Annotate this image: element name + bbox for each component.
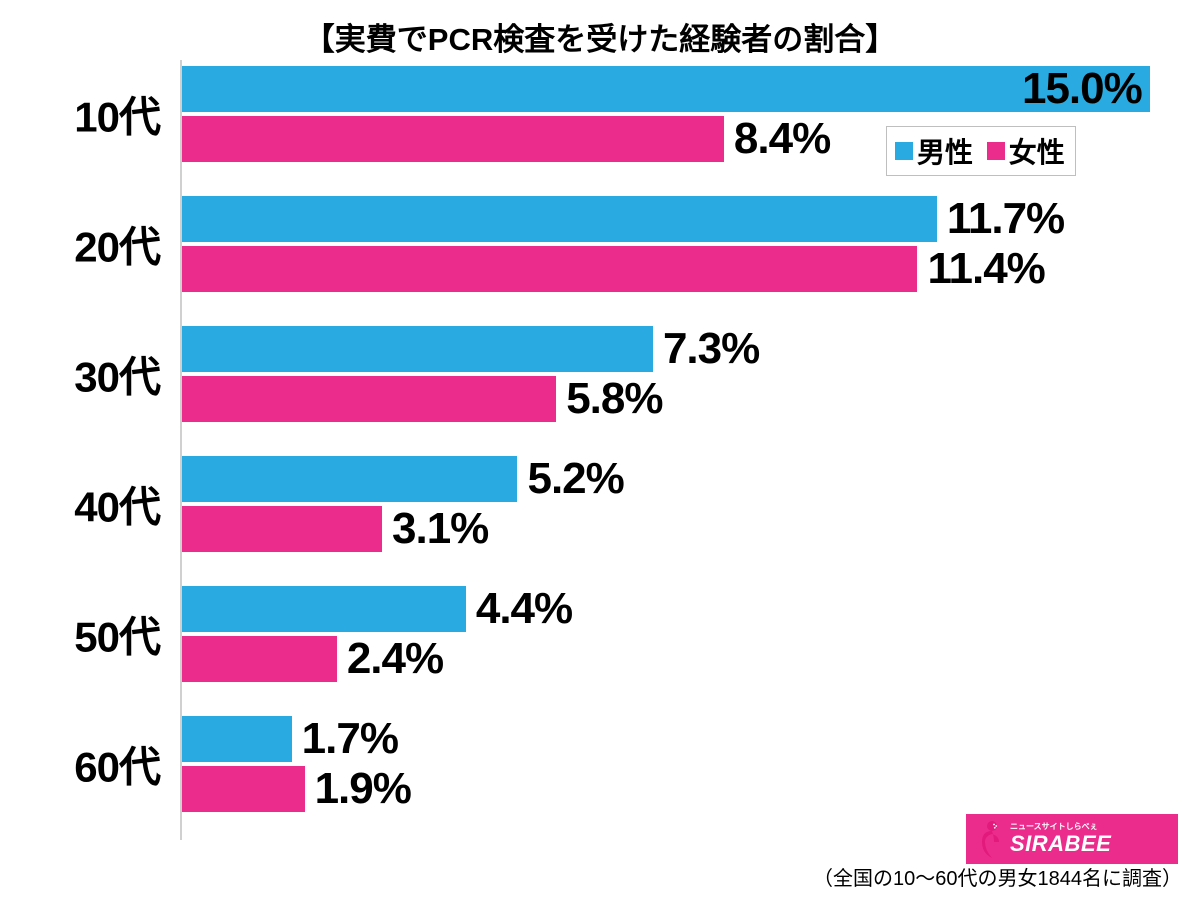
bar-女性 [182, 636, 337, 682]
bar-男性 [182, 326, 653, 372]
category-label: 30代 [74, 344, 160, 405]
bar-女性 [182, 506, 382, 552]
chart-title: 【実費でPCR検査を受けた経験者の割合】 [0, 0, 1200, 59]
value-label: 3.1% [392, 504, 488, 554]
category-label: 10代 [74, 84, 160, 145]
bar-男性 [182, 66, 1150, 112]
legend-swatch-female [987, 142, 1005, 160]
bar-女性 [182, 376, 556, 422]
category-label: 40代 [74, 474, 160, 535]
chart-plot-area: 10代15.0%8.4%20代11.7%11.4%30代7.3%5.8%40代5… [180, 60, 1180, 840]
value-label: 15.0% [1022, 64, 1142, 114]
legend-swatch-male [895, 142, 913, 160]
value-label: 8.4% [734, 114, 830, 164]
bar-女性 [182, 246, 917, 292]
bar-女性 [182, 766, 305, 812]
footer-note: （全国の10～60代の男女1844名に調査） [813, 862, 1182, 891]
bar-男性 [182, 456, 517, 502]
value-label: 5.8% [566, 374, 662, 424]
value-label: 5.2% [527, 454, 623, 504]
legend: 男性 女性 [886, 126, 1076, 176]
value-label: 4.4% [476, 584, 572, 634]
legend-label-female: 女性 [1009, 131, 1065, 171]
legend-label-male: 男性 [917, 131, 973, 171]
sirabee-logo: ニュースサイトしらべぇ SIRABEE [966, 814, 1178, 864]
category-label: 20代 [74, 214, 160, 275]
sirabee-logo-text: ニュースサイトしらべぇ SIRABEE [1010, 823, 1111, 855]
value-label: 2.4% [347, 634, 443, 684]
sirabee-logo-mark-icon [972, 818, 1006, 860]
value-label: 11.7% [947, 194, 1064, 244]
sirabee-logo-maintext: SIRABEE [1010, 833, 1111, 855]
value-label: 1.7% [302, 714, 398, 764]
value-label: 11.4% [927, 244, 1044, 294]
bar-男性 [182, 586, 466, 632]
sirabee-logo-subtext: ニュースサイトしらべぇ [1010, 823, 1111, 831]
value-label: 1.9% [315, 764, 411, 814]
category-label: 50代 [74, 604, 160, 665]
legend-item-male: 男性 [895, 131, 973, 171]
bar-男性 [182, 716, 292, 762]
legend-item-female: 女性 [987, 131, 1065, 171]
bar-男性 [182, 196, 937, 242]
value-label: 7.3% [663, 324, 759, 374]
bar-女性 [182, 116, 724, 162]
category-label: 60代 [74, 734, 160, 795]
